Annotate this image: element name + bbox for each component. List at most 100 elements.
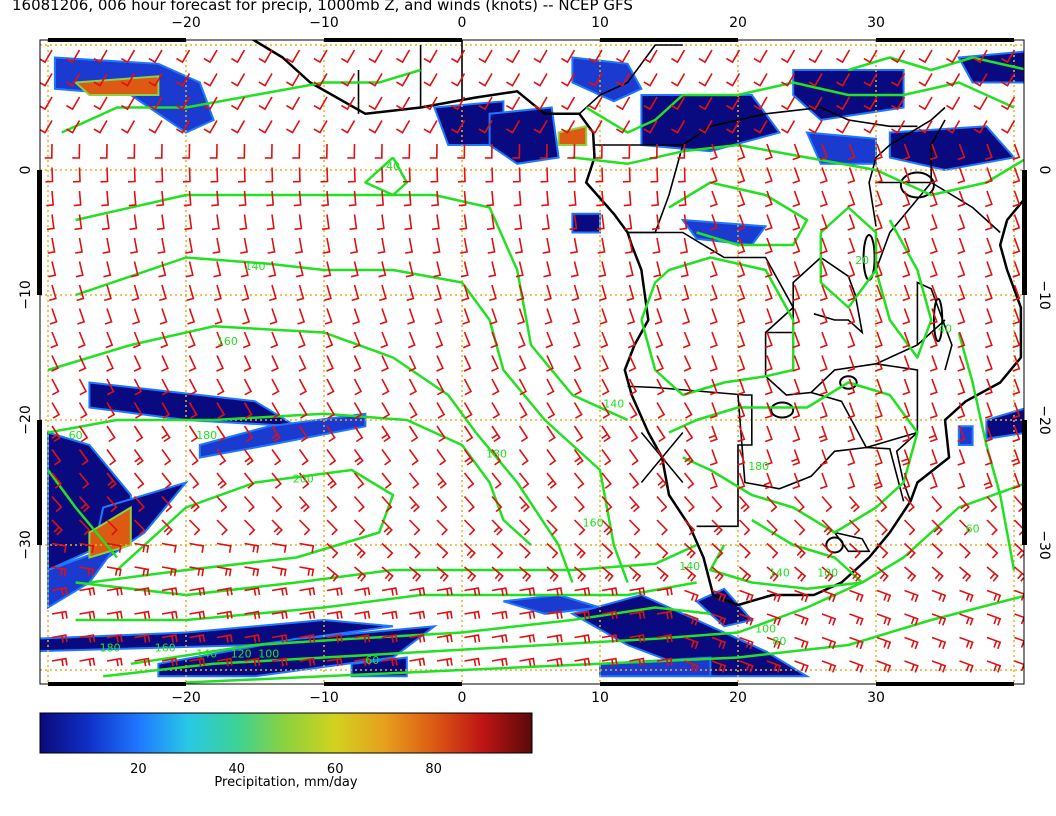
wind-barb bbox=[237, 167, 246, 183]
wind-barb bbox=[546, 472, 557, 489]
contour-label: 180 bbox=[100, 641, 121, 654]
wind-barb bbox=[847, 378, 856, 396]
wind-barb bbox=[973, 73, 988, 87]
wind-barb bbox=[709, 355, 718, 372]
wind-barb bbox=[341, 73, 356, 87]
wind-barb bbox=[93, 49, 108, 64]
wind-barb bbox=[573, 402, 583, 419]
wind-barb bbox=[133, 355, 142, 372]
wind-barb bbox=[377, 237, 386, 254]
wind-barb bbox=[423, 73, 438, 87]
wind-barb bbox=[298, 449, 309, 466]
wind-barb bbox=[876, 519, 888, 536]
wind-barb bbox=[189, 587, 206, 596]
map-frame bbox=[39, 39, 1025, 685]
wind-barb bbox=[598, 261, 607, 278]
wind-barb bbox=[957, 214, 966, 231]
wind-barb bbox=[574, 657, 591, 667]
wind-barb bbox=[176, 73, 191, 87]
wind-barb bbox=[684, 613, 699, 626]
wind-barb bbox=[573, 355, 582, 372]
wind-barb bbox=[299, 657, 316, 667]
wind-barb bbox=[121, 49, 136, 64]
wind-barb bbox=[1001, 73, 1016, 87]
wind-barb bbox=[601, 566, 614, 582]
wind-barb bbox=[973, 49, 988, 64]
wind-barb bbox=[568, 190, 577, 207]
wind-barb bbox=[78, 519, 91, 536]
wind-barb bbox=[546, 355, 554, 372]
wind-barb bbox=[380, 331, 389, 349]
wind-barb bbox=[436, 587, 453, 596]
wind-barb bbox=[1013, 566, 1024, 582]
wind-barb bbox=[709, 472, 718, 490]
wind-barb bbox=[709, 449, 718, 466]
wind-barb bbox=[189, 610, 206, 620]
lake-outline bbox=[770, 401, 795, 419]
wind-barb bbox=[214, 308, 223, 325]
wind-barb bbox=[726, 120, 741, 134]
wind-barb bbox=[213, 261, 222, 278]
wind-barb bbox=[423, 49, 438, 64]
wind-barb bbox=[298, 472, 310, 489]
wind-barb bbox=[671, 73, 686, 87]
wind-barb bbox=[781, 120, 796, 134]
wind-barb bbox=[874, 214, 883, 231]
wind-barb bbox=[79, 587, 96, 596]
wind-barb bbox=[93, 96, 108, 111]
wind-barb bbox=[134, 587, 151, 596]
wind-barb bbox=[546, 378, 555, 396]
wind-barb bbox=[271, 402, 281, 419]
wind-barb bbox=[624, 214, 633, 231]
wind-barb bbox=[847, 214, 856, 231]
wind-barb bbox=[231, 49, 246, 64]
wind-barb bbox=[258, 49, 273, 64]
wind-barb bbox=[436, 355, 444, 372]
wind-barb bbox=[491, 472, 502, 489]
wind-barb bbox=[546, 587, 563, 596]
wind-barb bbox=[656, 519, 668, 536]
wind-barb bbox=[737, 214, 746, 231]
wind-barb bbox=[161, 495, 173, 513]
wind-barb bbox=[656, 425, 666, 443]
wind-barb bbox=[791, 449, 801, 466]
lon-tick-label-top: −20 bbox=[171, 15, 201, 31]
contour-label: 160 bbox=[583, 516, 604, 529]
wind-barb bbox=[847, 449, 856, 466]
wind-barb bbox=[381, 566, 394, 582]
wind-barb bbox=[929, 190, 938, 208]
wind-barb bbox=[625, 261, 634, 278]
wind-barb bbox=[297, 331, 306, 349]
wind-barb bbox=[128, 190, 137, 207]
wind-barb bbox=[959, 660, 974, 673]
wind-barb bbox=[268, 284, 277, 302]
wind-barb bbox=[271, 566, 287, 577]
wind-barb bbox=[203, 120, 218, 134]
wind-barb bbox=[176, 120, 191, 134]
wind-barb bbox=[819, 402, 828, 419]
wind-barb bbox=[1001, 120, 1016, 134]
wind-barb bbox=[436, 449, 447, 466]
wind-barb bbox=[849, 636, 864, 650]
wind-barb bbox=[78, 402, 88, 419]
wind-barb bbox=[819, 143, 828, 161]
wind-barb bbox=[546, 402, 556, 419]
wind-barb bbox=[409, 610, 426, 620]
wind-barb bbox=[216, 587, 233, 596]
wind-barb bbox=[486, 190, 495, 207]
wind-barb bbox=[738, 519, 751, 536]
frame-bar bbox=[37, 170, 42, 295]
wind-barb bbox=[187, 308, 196, 325]
wind-barb bbox=[326, 566, 339, 582]
wind-barb bbox=[79, 566, 95, 577]
wind-barb bbox=[616, 96, 631, 111]
wind-barb bbox=[161, 378, 170, 396]
wind-barb bbox=[182, 143, 191, 159]
wind-barb bbox=[298, 378, 308, 396]
wind-barb bbox=[598, 284, 607, 302]
wind-barb bbox=[244, 566, 260, 577]
wind-barb bbox=[323, 284, 332, 302]
wind-barb bbox=[570, 261, 579, 278]
wind-barb bbox=[130, 261, 139, 278]
wind-barb bbox=[349, 214, 358, 231]
